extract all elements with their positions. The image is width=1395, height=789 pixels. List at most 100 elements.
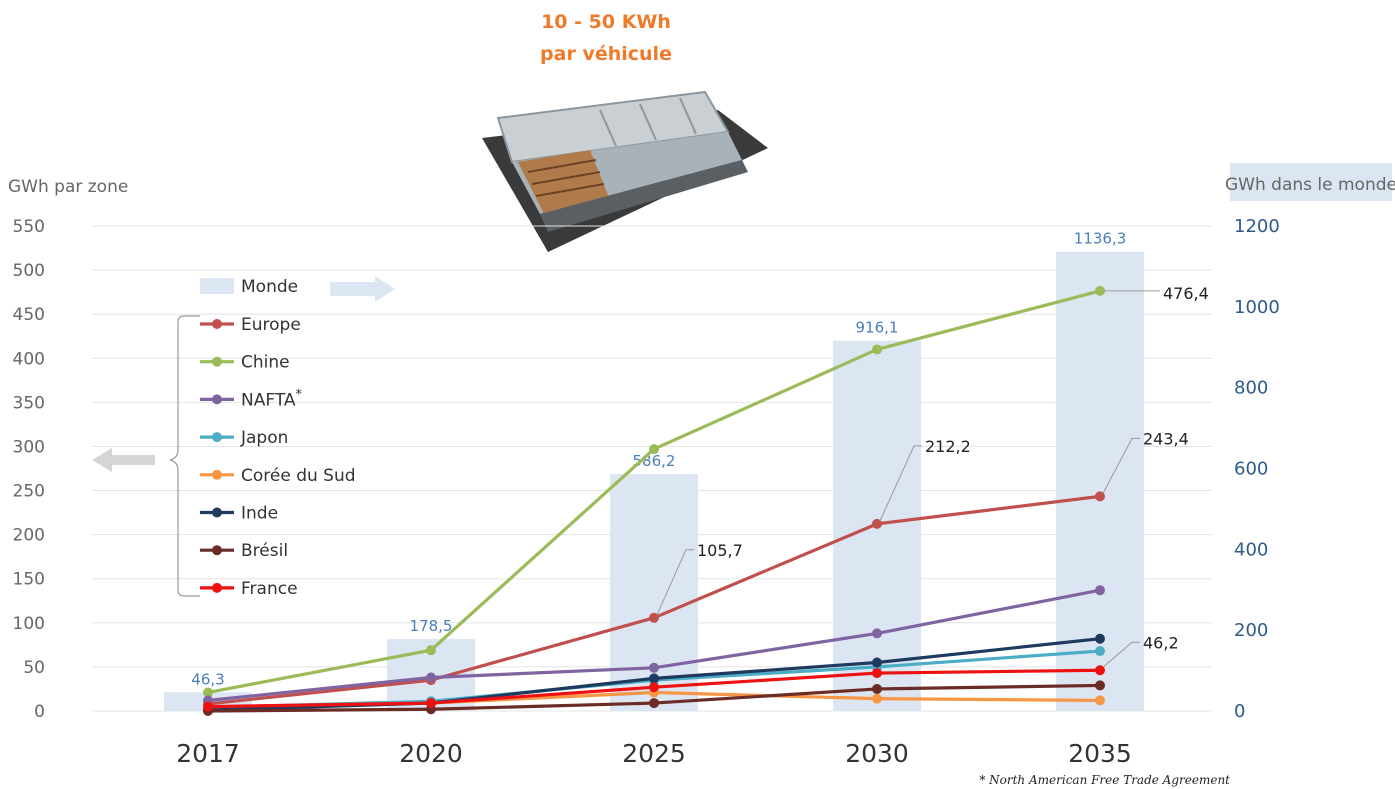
right-axis-ticks: 0 200 400 600 800 1000 1200 (1234, 216, 1280, 722)
legend-name-france: France (241, 579, 298, 599)
point-chine (1095, 285, 1105, 296)
bar-value-label: 1136,3 (1074, 230, 1127, 248)
point-cor-e-du-sud (872, 693, 882, 704)
point-france (203, 701, 213, 712)
x-tick-label: 2020 (399, 739, 463, 768)
legend-name-inde: Inde (241, 504, 278, 524)
annotation-label: 212,2 (925, 437, 971, 456)
x-axis-ticks: 2017 2020 2025 2030 2035 (176, 739, 1132, 768)
legend-marker-france (212, 582, 222, 593)
right-tick-label: 200 (1234, 620, 1268, 641)
legend-label-inde: Inde (241, 504, 278, 524)
series-lines (203, 285, 1105, 716)
right-axis-title: GWh dans le monde (1225, 175, 1395, 195)
legend-label-europe: Europe (241, 315, 301, 335)
point-inde (872, 657, 882, 668)
bar-value-label: 916,1 (856, 319, 899, 337)
left-axis-title: GWh par zone (8, 177, 128, 197)
legend-swatch-monde (200, 278, 234, 294)
point-chine (649, 444, 659, 455)
legend-label-chine: Chine (241, 353, 290, 373)
legend-brace (169, 315, 200, 597)
point-france (872, 668, 882, 679)
point-europe (1095, 491, 1105, 502)
left-tick-label: 550 (13, 217, 45, 237)
right-tick-label: 1200 (1234, 216, 1280, 237)
point-chine (872, 344, 882, 355)
right-tick-label: 600 (1234, 459, 1268, 480)
annotation-label: 243,4 (1143, 429, 1189, 448)
legend-marker-japon (212, 432, 222, 443)
point-nafta (872, 628, 882, 639)
legend-marker-chine (212, 356, 222, 367)
point-cor-e-du-sud (1095, 695, 1105, 706)
left-tick-label: 100 (13, 614, 45, 634)
legend-marker-cor-e-du-sud (212, 469, 222, 480)
legend-label-monde: Monde (241, 277, 298, 297)
left-tick-label: 450 (13, 305, 45, 325)
legend-name-cor-e-du-sud: Corée du Sud (241, 466, 356, 486)
point-br-sil (1095, 680, 1105, 691)
left-axis-ticks: 0 50 100 150 200 250 300 350 400 450 500 550 (13, 217, 45, 722)
point-br-sil (649, 698, 659, 709)
bar-value-label: 46,3 (191, 670, 224, 688)
monde-bar-labels: 46,3 178,5 586,2 916,1 1136,3 (191, 230, 1126, 689)
legend-name-br-sil: Brésil (241, 541, 288, 561)
annotation-leader (879, 445, 922, 522)
point-chine (203, 687, 213, 698)
left-tick-label: 500 (13, 261, 45, 281)
point-chine (426, 645, 436, 656)
right-tick-label: 0 (1234, 701, 1245, 722)
x-tick-label: 2030 (845, 739, 909, 768)
legend-superscript: * (296, 387, 303, 402)
battery-pack-image (482, 90, 768, 252)
legend-marker-europe (212, 319, 222, 329)
point-br-sil (872, 683, 882, 694)
left-tick-label: 300 (13, 437, 45, 457)
left-tick-label: 250 (13, 482, 45, 502)
legend-label-nafta: NAFTA* (241, 387, 303, 410)
left-tick-label: 0 (34, 702, 45, 722)
x-tick-label: 2025 (622, 739, 686, 768)
right-tick-label: 400 (1234, 539, 1268, 560)
legend-marker-nafta (212, 394, 222, 405)
point-europe (649, 612, 659, 623)
right-tick-label: 800 (1234, 378, 1268, 399)
legend-name-japon: Japon (240, 428, 288, 448)
legend-name-chine: Chine (241, 353, 290, 373)
annotation-leader (1102, 437, 1140, 494)
legend: Monde Europe Chine NAFTA* Japon Corée du Sud I… (200, 277, 356, 599)
point-france (426, 698, 436, 709)
x-tick-label: 2017 (176, 739, 240, 768)
annotation-label: 105,7 (697, 541, 743, 560)
point-nafta (1095, 585, 1105, 596)
legend-label-france: France (241, 579, 298, 599)
monde-bars (164, 251, 1144, 711)
header-line-2: par véhicule (540, 43, 672, 65)
point-france (649, 682, 659, 693)
bar-value-label: 586,2 (633, 452, 676, 470)
point-europe (872, 518, 882, 529)
legend-label-japon: Japon (240, 428, 288, 448)
legend-label-cor-e-du-sud: Corée du Sud (241, 466, 356, 486)
legend-label-br-sil: Brésil (241, 541, 288, 561)
x-tick-label: 2035 (1068, 739, 1132, 768)
right-tick-label: 1000 (1234, 297, 1280, 318)
point-inde (649, 673, 659, 684)
annotation-label: 46,2 (1143, 633, 1179, 652)
bar-value-label: 178,5 (410, 617, 453, 635)
legend-marker-br-sil (212, 545, 222, 556)
footnote: * North American Free Trade Agreement (979, 773, 1230, 787)
point-japon (1095, 646, 1105, 657)
annotation-leader (656, 549, 694, 615)
legend-name-nafta: NAFTA (241, 390, 296, 410)
left-tick-label: 200 (13, 526, 45, 546)
left-tick-label: 400 (13, 349, 45, 369)
left-tick-label: 350 (13, 393, 45, 413)
legend-name-europe: Europe (241, 315, 301, 335)
value-annotations: 476,4 243,4 212,2 105,7 46,2 (656, 284, 1209, 668)
arrow-left-icon (92, 448, 155, 472)
point-inde (1095, 633, 1105, 644)
annotation-label: 476,4 (1163, 284, 1209, 303)
left-tick-label: 150 (13, 570, 45, 590)
